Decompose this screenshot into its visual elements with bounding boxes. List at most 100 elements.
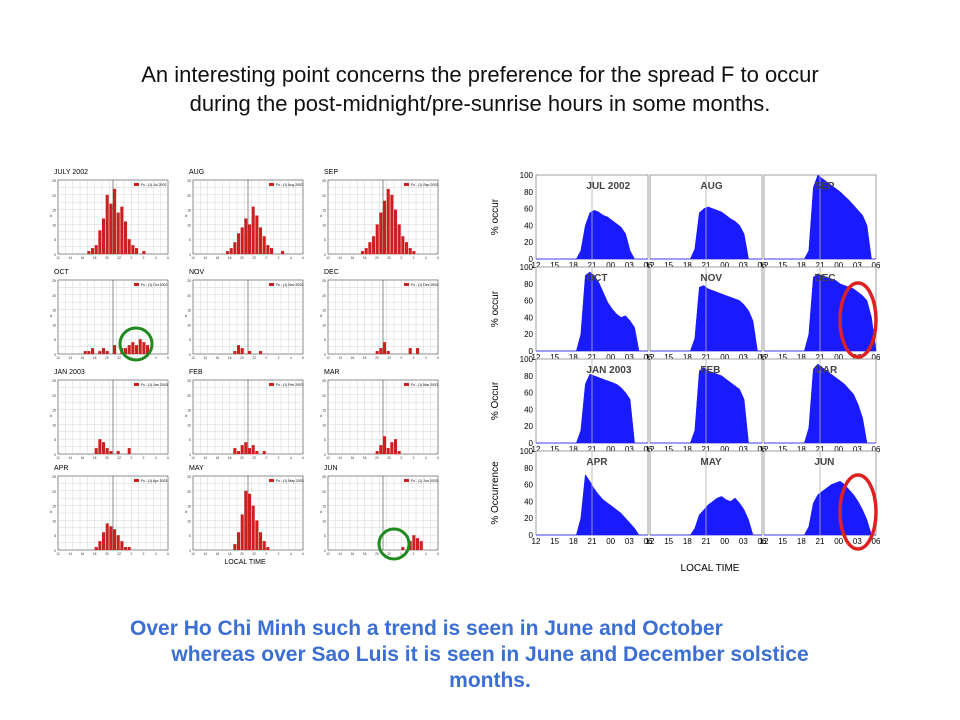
bar [124,547,128,550]
bar [386,351,390,354]
x-tick-label: 03 [853,261,862,270]
legend-label: Fs - (1) Jun 2003 [411,479,438,483]
x-tick-label: 6 [437,256,439,260]
x-tick-label: 18 [797,261,806,270]
panel-oct: OCT 0 5 10 15 20 25 # Fs - (1) Oct 2002 12 14 16 18 2… [50,269,169,360]
bar [361,251,365,254]
y-tick-label: 25 [322,475,326,479]
legend-label: Fs - (1) Feb 2003 [276,383,303,387]
bar [240,514,244,550]
x-tick-label: 16 [81,456,85,460]
bar [383,436,387,454]
x-tick-label: 22 [252,356,256,360]
panel-month-label: SEP [814,181,834,192]
bar [102,218,106,254]
x-tick-label: 14 [68,356,72,360]
y-tick-label: 20 [52,294,56,298]
x-tick-label: 14 [338,456,342,460]
x-tick-label: 22 [117,456,121,460]
x-tick-label: 21 [702,353,711,362]
x-tick-label: 18 [569,353,578,362]
x-tick-label: 22 [117,256,121,260]
legend-label: Fs - (1) Jul 2002 [141,183,167,187]
x-tick-label: 22 [252,256,256,260]
y-axis-label: # [185,313,188,318]
x-tick-label: 0 [400,356,402,360]
panel-month-label: OCT [54,269,70,276]
y-tick-label: 40 [524,313,533,322]
x-tick-label: 12 [56,356,60,360]
x-tick-label: 2 [413,552,415,556]
x-tick-label: 03 [853,445,862,454]
x-tick-label: 16 [81,256,85,260]
bar [105,523,109,550]
y-tick-label: 0 [54,453,56,457]
y-tick-label: 10 [52,223,56,227]
x-tick-label: 00 [834,353,843,362]
bar [142,342,146,354]
x-tick-label: 12 [532,353,541,362]
x-tick-label: 03 [625,445,634,454]
bar [255,215,259,254]
x-tick-label: 16 [216,552,220,556]
y-tick-label: 25 [52,279,56,283]
bar [116,535,120,550]
y-tick-label: 20 [187,394,191,398]
x-tick-label: 14 [203,356,207,360]
x-tick-label: 20 [240,456,244,460]
x-tick-label: 16 [216,256,220,260]
y-tick-label: 0 [189,353,191,357]
y-tick-label: 15 [322,209,326,213]
y-axis-label: # [185,509,188,514]
bar [375,224,379,254]
x-tick-label: 03 [853,537,862,546]
x-tick-label: 20 [240,256,244,260]
bar [237,451,241,454]
panel-month-label: FEB [189,369,203,376]
x-tick-label: 22 [117,552,121,556]
x-tick-label: 12 [532,445,541,454]
y-tick-label: 0 [54,253,56,257]
x-tick-label: 0 [130,552,132,556]
y-tick-label: 20 [322,194,326,198]
y-tick-label: 25 [187,179,191,183]
x-tick-label: 21 [816,261,825,270]
y-tick-label: 20 [187,490,191,494]
y-tick-label: 10 [322,519,326,523]
x-tick-label: 18 [363,552,367,556]
bar [412,251,416,254]
bar [240,227,244,254]
y-tick-label: 80 [524,280,533,289]
panel-jan-2003: JAN 2003 0 20 40 60 80 100 % Occur 12 15 18 21 00 03 0… [490,355,653,454]
x-tick-label: 18 [363,456,367,460]
bar [408,248,412,254]
y-tick-label: 40 [524,221,533,230]
x-tick-label: 21 [702,537,711,546]
y-tick-label: 5 [189,534,191,538]
x-tick-label: 15 [778,261,787,270]
y-axis-label: % Occur [490,381,501,420]
bar [109,203,113,254]
x-tick-label: 00 [834,445,843,454]
x-tick-label: 21 [588,353,597,362]
panel-nov: NOV 12 15 18 21 00 03 06 [646,266,767,362]
bar [94,448,98,454]
bar [397,224,401,254]
bar [94,547,98,550]
x-tick-label: 2 [278,256,280,260]
x-tick-label: 20 [375,456,379,460]
y-tick-label: 0 [529,347,534,356]
legend-swatch [134,283,139,286]
x-tick-label: 6 [437,356,439,360]
x-tick-label: 4 [290,256,292,260]
panel-month-label: MAR [324,369,340,376]
x-tick-label: 14 [68,552,72,556]
legend-label: Fs - (1) Nov 2002 [276,283,303,287]
bar [109,526,113,550]
bar [127,239,131,254]
y-tick-label: 25 [52,179,56,183]
x-tick-label: 00 [720,537,729,546]
